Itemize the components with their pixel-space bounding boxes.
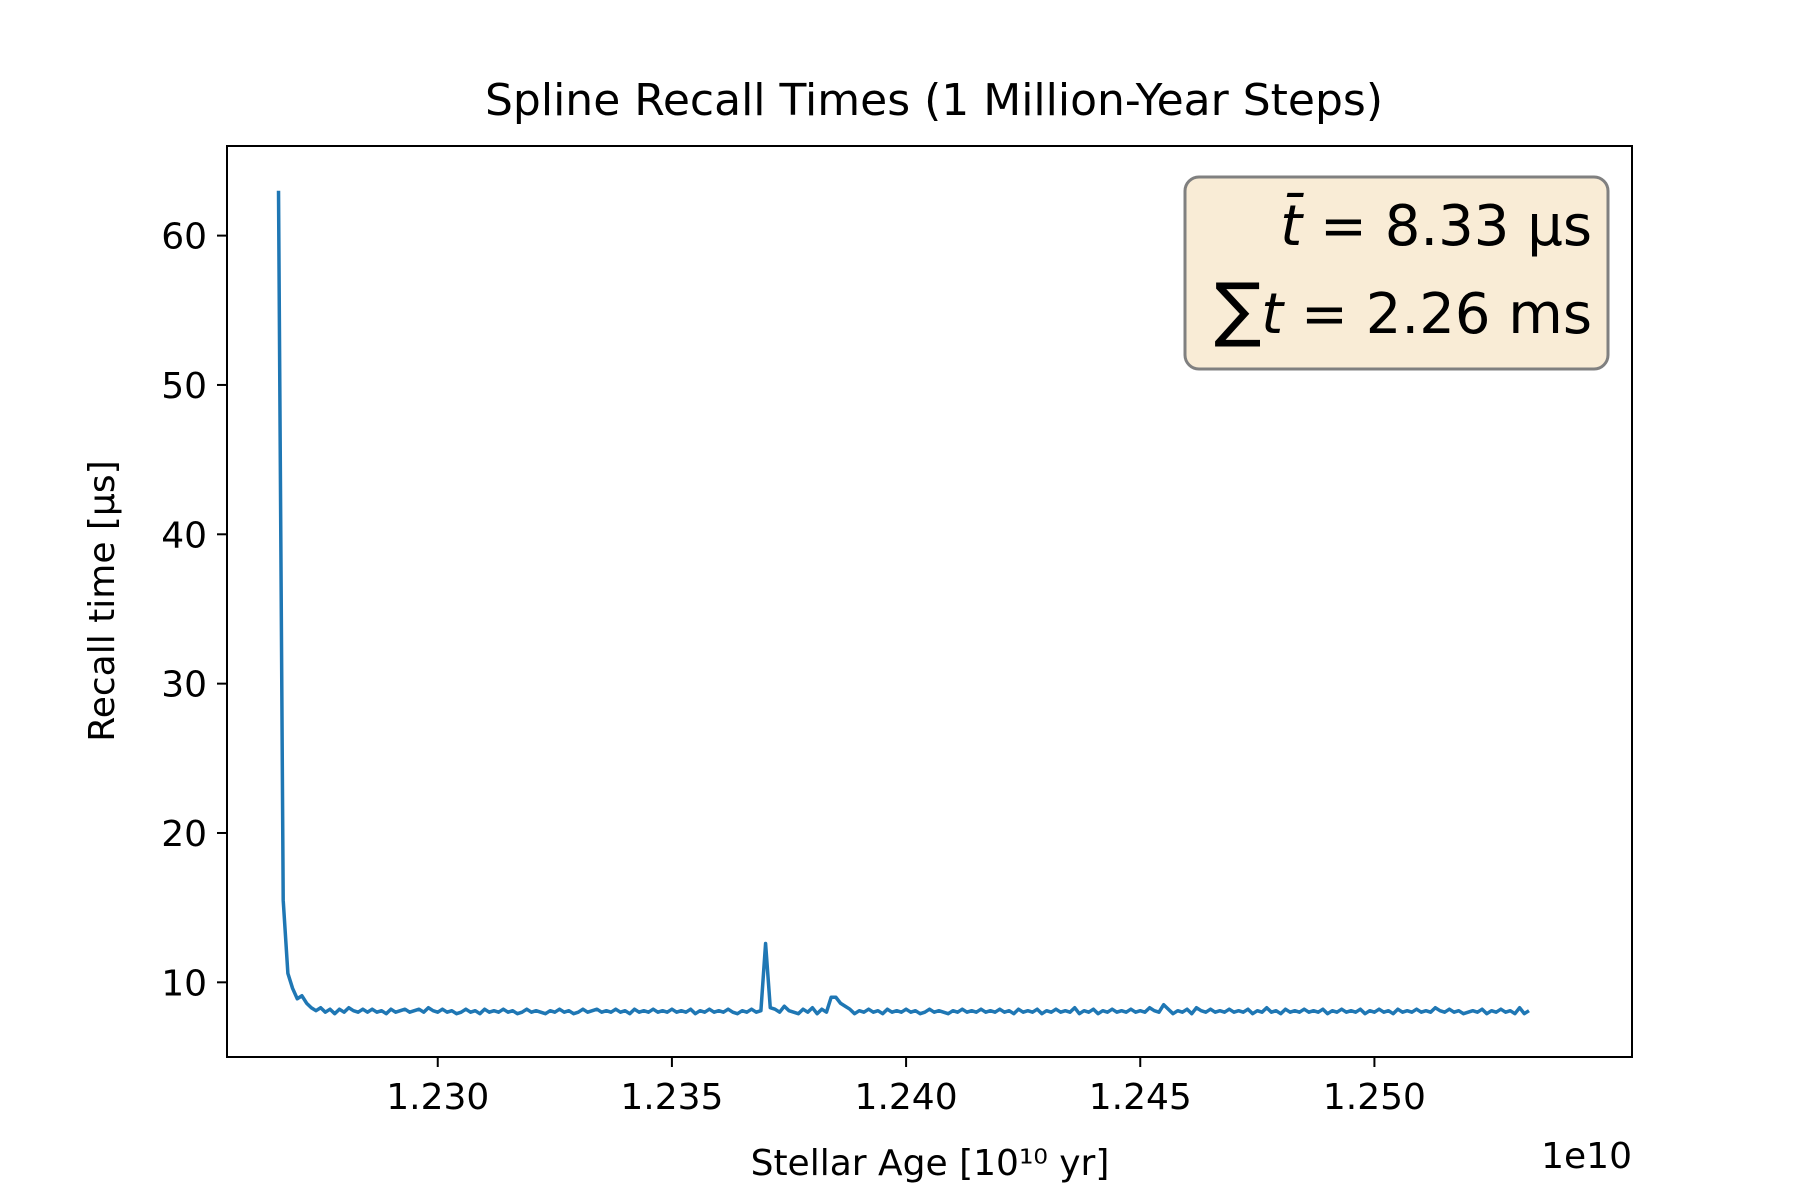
x-tick-label: 1.240 (855, 1077, 958, 1118)
y-tick-label: 30 (161, 665, 207, 706)
x-axis-label: Stellar Age [10¹⁰ yr] (751, 1143, 1110, 1184)
total-time-annotation: ∑t = 2.26 ms (1214, 268, 1592, 350)
y-axis-label: Recall time [μs] (82, 460, 123, 741)
mean-value: 8.33 μs (1385, 194, 1592, 259)
y-tick-label: 40 (161, 515, 207, 556)
sum-value: 2.26 ms (1366, 282, 1592, 347)
x-tick-label: 1.235 (620, 1077, 723, 1118)
stats-box-background (1183, 175, 1610, 371)
x-tick-label: 1.245 (1089, 1077, 1192, 1118)
mean-time-annotation: t̄ = 8.33 μs (1280, 194, 1592, 259)
plot-area-frame (226, 145, 1633, 1058)
y-tick-label: 20 (161, 814, 207, 855)
series-line-0 (276, 190, 1530, 1016)
sum-variable: t (1261, 282, 1285, 347)
mean-symbol: t̄ (1280, 194, 1304, 259)
x-tick-label: 1.250 (1323, 1077, 1426, 1118)
series-layer (276, 190, 1530, 1016)
x-axis-offset-text: 1e10 (1541, 1136, 1632, 1177)
x-axis-ticks: 1.230 1.235 1.240 1.245 1.250 (386, 1057, 1426, 1118)
y-tick-label: 50 (161, 366, 207, 407)
x-tick-label: 1.230 (386, 1077, 489, 1118)
sum-symbol: ∑ (1214, 268, 1261, 350)
chart-title: Spline Recall Times (1 Million-Year Step… (485, 75, 1383, 126)
sum-equals: = (1283, 282, 1366, 347)
mean-equals: = (1302, 194, 1385, 259)
y-axis-ticks: 10 20 30 40 50 60 (161, 217, 227, 1004)
y-tick-label: 10 (161, 963, 207, 1004)
stats-annotation-box: t̄ = 8.33 μs ∑t = 2.26 ms (1183, 175, 1610, 371)
y-tick-label: 60 (161, 217, 207, 258)
